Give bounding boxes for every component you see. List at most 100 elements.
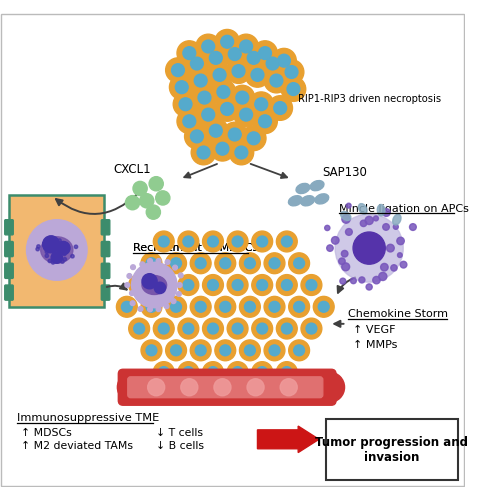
Circle shape — [203, 118, 228, 143]
FancyBboxPatch shape — [101, 220, 110, 235]
Text: ↑ VEGF: ↑ VEGF — [353, 326, 396, 336]
Circle shape — [242, 126, 266, 150]
Circle shape — [381, 264, 388, 271]
Circle shape — [156, 258, 161, 264]
Circle shape — [339, 258, 345, 264]
Circle shape — [346, 203, 351, 208]
Circle shape — [247, 132, 260, 144]
Circle shape — [268, 96, 293, 120]
Text: ↑ MMPs: ↑ MMPs — [353, 340, 397, 349]
Circle shape — [294, 345, 304, 356]
Ellipse shape — [296, 184, 310, 194]
Circle shape — [335, 214, 403, 282]
Circle shape — [65, 252, 68, 256]
Circle shape — [48, 240, 51, 244]
Circle shape — [208, 280, 218, 290]
Circle shape — [301, 274, 322, 295]
Text: RIP1-RIP3 driven necroptosis: RIP1-RIP3 driven necroptosis — [298, 94, 441, 104]
Circle shape — [47, 246, 50, 250]
Circle shape — [171, 302, 182, 312]
Circle shape — [116, 296, 137, 317]
Circle shape — [189, 68, 213, 93]
Circle shape — [230, 86, 255, 110]
Circle shape — [125, 282, 130, 288]
Circle shape — [55, 240, 58, 243]
Circle shape — [210, 52, 222, 64]
Text: ↓ B cells: ↓ B cells — [156, 441, 204, 451]
FancyBboxPatch shape — [118, 370, 336, 405]
Circle shape — [269, 258, 280, 268]
Circle shape — [133, 182, 147, 196]
Circle shape — [171, 345, 182, 356]
Circle shape — [191, 140, 216, 165]
Circle shape — [181, 378, 198, 396]
Circle shape — [257, 280, 268, 290]
Circle shape — [154, 282, 165, 294]
Circle shape — [257, 366, 268, 378]
Circle shape — [215, 340, 236, 360]
Circle shape — [318, 302, 329, 312]
Circle shape — [195, 302, 206, 312]
Circle shape — [382, 208, 390, 216]
Circle shape — [287, 82, 300, 96]
Circle shape — [165, 58, 190, 82]
Circle shape — [177, 109, 202, 134]
Circle shape — [70, 256, 73, 260]
Circle shape — [158, 366, 169, 378]
Circle shape — [51, 252, 62, 264]
Circle shape — [409, 224, 416, 230]
Circle shape — [66, 251, 69, 254]
Circle shape — [158, 280, 169, 290]
Circle shape — [327, 245, 333, 252]
Circle shape — [220, 345, 231, 356]
Circle shape — [45, 246, 49, 249]
Circle shape — [242, 46, 266, 70]
Circle shape — [279, 60, 304, 84]
Circle shape — [222, 122, 247, 147]
Circle shape — [221, 36, 234, 48]
Circle shape — [183, 280, 194, 290]
Circle shape — [190, 296, 211, 317]
Ellipse shape — [310, 180, 324, 190]
Circle shape — [240, 296, 260, 317]
Circle shape — [153, 362, 174, 382]
Circle shape — [148, 258, 152, 264]
Circle shape — [220, 302, 231, 312]
Circle shape — [153, 231, 174, 252]
Circle shape — [146, 205, 161, 219]
Circle shape — [259, 115, 272, 128]
Circle shape — [252, 362, 273, 382]
Circle shape — [255, 98, 268, 110]
Circle shape — [27, 220, 87, 280]
Circle shape — [398, 252, 402, 258]
Circle shape — [158, 323, 169, 334]
Circle shape — [306, 280, 317, 290]
Ellipse shape — [41, 236, 73, 264]
Circle shape — [153, 274, 174, 295]
Circle shape — [43, 236, 59, 253]
Circle shape — [42, 260, 45, 263]
Circle shape — [229, 140, 254, 165]
Circle shape — [240, 253, 260, 274]
Circle shape — [192, 86, 217, 110]
Text: ↓ T cells: ↓ T cells — [156, 428, 203, 438]
Circle shape — [285, 66, 298, 78]
FancyBboxPatch shape — [101, 285, 110, 300]
Circle shape — [134, 280, 144, 290]
Circle shape — [301, 318, 322, 339]
Circle shape — [397, 237, 404, 244]
Circle shape — [373, 276, 380, 284]
Circle shape — [269, 302, 280, 312]
Circle shape — [59, 240, 63, 244]
Circle shape — [281, 77, 306, 102]
Circle shape — [177, 41, 202, 66]
Circle shape — [178, 274, 199, 295]
Circle shape — [374, 216, 379, 221]
Circle shape — [235, 146, 248, 159]
Circle shape — [276, 362, 297, 382]
Circle shape — [191, 57, 203, 70]
FancyBboxPatch shape — [326, 420, 458, 480]
Circle shape — [264, 296, 285, 317]
Circle shape — [173, 92, 198, 116]
Circle shape — [158, 236, 169, 247]
